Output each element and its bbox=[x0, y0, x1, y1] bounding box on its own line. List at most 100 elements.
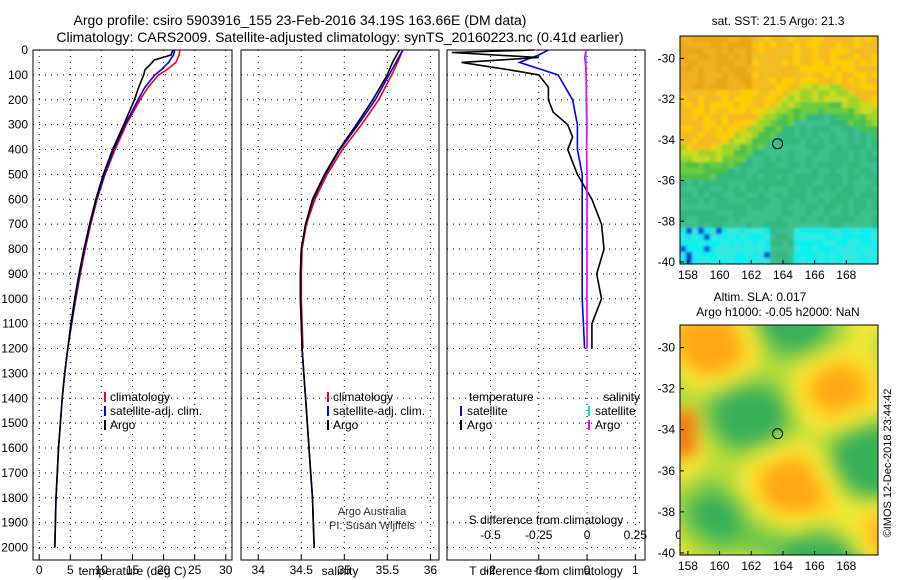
map-x-tick-label: 166 bbox=[805, 268, 825, 282]
map-y-tick-label: -32 bbox=[658, 382, 676, 396]
map-x-tick-label: 158 bbox=[678, 268, 698, 282]
x-tick-label: 34 bbox=[252, 563, 266, 577]
secondary-tick-label: 0.25 bbox=[624, 528, 648, 542]
map-x-tick-label: 164 bbox=[773, 559, 793, 573]
y-tick-label: 600 bbox=[8, 192, 28, 206]
credit-line: PI: Susan Wijffels bbox=[329, 520, 415, 532]
secondary-tick-label: -0.25 bbox=[525, 528, 553, 542]
legend-label: satellite-adj. clim. bbox=[333, 404, 425, 418]
map-y-tick-label: -40 bbox=[658, 255, 676, 269]
temperature-profile-panel: 0 5 10 15 20 25 30 temperature (deg C) 0 100 200 30… bbox=[1, 43, 232, 578]
x-tick-label: 10 bbox=[95, 563, 109, 577]
plot-frame bbox=[446, 49, 646, 561]
y-tick-label: 200 bbox=[8, 93, 28, 107]
legend-label: satellite bbox=[595, 404, 636, 418]
y-tick-label: 1800 bbox=[1, 491, 28, 505]
series-line-t-satellite bbox=[516, 49, 586, 349]
legend-label: Argo bbox=[595, 418, 621, 432]
y-tick-label: 0 bbox=[21, 43, 28, 57]
plot-frame bbox=[32, 49, 233, 561]
y-tick-label: 1100 bbox=[2, 317, 28, 331]
plot-frame bbox=[240, 49, 440, 561]
y-tick-label: 400 bbox=[8, 143, 28, 157]
series-line-satellite-adj-clim- bbox=[299, 49, 404, 548]
map-x-tick-label: 158 bbox=[678, 559, 698, 573]
y-tick-label: 300 bbox=[8, 118, 28, 132]
map-y-tick-label: -36 bbox=[658, 174, 676, 188]
map-y-tick-label: -34 bbox=[658, 423, 676, 437]
x-tick-label: 15 bbox=[126, 563, 140, 577]
x-tick-label: 36 bbox=[424, 563, 438, 577]
credit-line: Argo Australia bbox=[338, 506, 407, 518]
sst-map-title: sat. SST: 21.5 Argo: 21.3 bbox=[712, 14, 845, 28]
map-x-tick-label: 164 bbox=[773, 268, 793, 282]
map-x-tick-label: 160 bbox=[710, 559, 730, 573]
x-tick-label: -2 bbox=[485, 563, 496, 577]
salinity-profile-panel: 34 34.5 35 35.5 36 salinity climatologysatelli… bbox=[240, 49, 440, 578]
map-y-tick-label: -34 bbox=[658, 133, 676, 147]
legend-label: Argo bbox=[110, 418, 136, 432]
map-x-tick-label: 168 bbox=[836, 268, 856, 282]
legend-heading: salinity bbox=[603, 390, 640, 404]
series-line-s-argo bbox=[583, 49, 588, 349]
x-tick-label: 0 bbox=[36, 563, 43, 577]
x-tick-label: 35 bbox=[338, 563, 352, 577]
map-y-tick-label: -38 bbox=[658, 505, 676, 519]
map-x-tick-label: 162 bbox=[741, 268, 761, 282]
sst-map: 158 160 162 164 166 168 -30 -32 -34 -36 -38 -40 sat.… bbox=[658, 14, 879, 282]
x-tick-label: 34.5 bbox=[290, 563, 314, 577]
y-tick-label: 100 bbox=[8, 68, 28, 82]
x-axis-label: salinity bbox=[322, 564, 359, 578]
map-y-tick-label: -30 bbox=[658, 51, 676, 65]
secondary-tick-label: 0 bbox=[584, 528, 591, 542]
map-y-tick-label: -36 bbox=[658, 464, 676, 478]
x-tick-label: 5 bbox=[67, 563, 74, 577]
header-line1: Argo profile: csiro 5903916_155 23-Feb-2… bbox=[74, 12, 527, 28]
series-line-argo bbox=[54, 49, 174, 548]
legend-label: climatology bbox=[110, 390, 170, 404]
y-tick-label: 1600 bbox=[1, 441, 28, 455]
series-line-argo bbox=[299, 49, 401, 548]
map-x-tick-label: 168 bbox=[836, 559, 856, 573]
map-y-tick-label: -30 bbox=[658, 341, 676, 355]
secondary-axis-label: S difference from climatology bbox=[469, 513, 624, 527]
legend-label: satellite-adj. clim. bbox=[110, 404, 202, 418]
map-frame bbox=[679, 324, 879, 556]
legend-label: Argo bbox=[467, 418, 493, 432]
x-tick-label: 20 bbox=[157, 563, 171, 577]
series-line-t-argo bbox=[451, 49, 605, 349]
x-tick-label: -1 bbox=[533, 563, 544, 577]
header-line2: Climatology: CARS2009. Satellite-adjuste… bbox=[56, 29, 623, 45]
y-tick-label: 1700 bbox=[1, 466, 28, 480]
argo-location-marker bbox=[772, 138, 784, 150]
map-x-tick-label: 162 bbox=[741, 559, 761, 573]
map-y-tick-label: -38 bbox=[658, 214, 676, 228]
y-tick-label: 1200 bbox=[1, 342, 28, 356]
series-line-satellite-adj-clim- bbox=[54, 49, 176, 548]
x-tick-label: 30 bbox=[219, 563, 233, 577]
legend-label: satellite bbox=[467, 404, 508, 418]
y-tick-label: 500 bbox=[8, 167, 28, 181]
x-tick-label: 35.5 bbox=[376, 563, 400, 577]
legend-heading: temperature bbox=[469, 390, 534, 404]
x-tick-label: 0 bbox=[584, 563, 591, 577]
x-tick-label: 25 bbox=[188, 563, 202, 577]
x-tick-label: 1 bbox=[632, 563, 639, 577]
footer-stamp: ©IMOS 12-Dec-2018 23:44:42 bbox=[882, 389, 894, 538]
legend-label: Argo bbox=[333, 418, 359, 432]
map-x-tick-label: 166 bbox=[805, 559, 825, 573]
map-frame bbox=[679, 35, 879, 265]
y-tick-label: 1400 bbox=[1, 391, 28, 405]
sla-map-title: Altim. SLA: 0.017 bbox=[714, 290, 807, 304]
map-y-tick-label: -32 bbox=[658, 92, 676, 106]
x-axis-label: temperature (deg C) bbox=[78, 564, 186, 578]
map-field bbox=[680, 36, 878, 264]
y-tick-label: 1500 bbox=[1, 416, 28, 430]
legend-label: climatology bbox=[333, 390, 393, 404]
y-tick-label: 900 bbox=[8, 267, 28, 281]
sla-map: 158 160 162 164 166 168 -30 -32 -34 -36 -38 -40 Alti… bbox=[658, 290, 879, 573]
map-field bbox=[680, 325, 878, 555]
y-tick-label: 700 bbox=[8, 217, 28, 231]
y-tick-label: 2000 bbox=[1, 541, 28, 555]
